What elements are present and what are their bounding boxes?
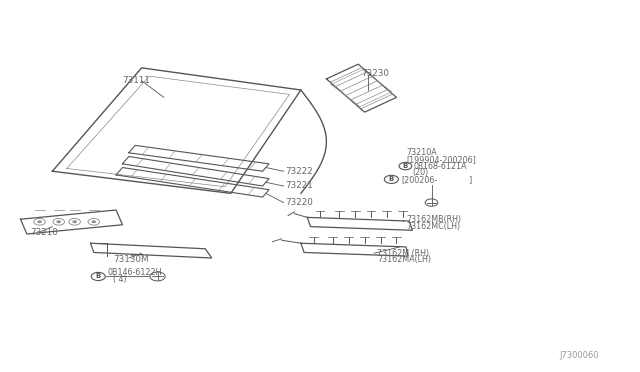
Text: B: B xyxy=(95,273,101,279)
Text: 73222: 73222 xyxy=(285,167,313,176)
Text: [200206-: [200206- xyxy=(401,175,438,184)
Text: B: B xyxy=(388,176,394,182)
Text: 73220: 73220 xyxy=(285,198,313,207)
Circle shape xyxy=(73,221,77,223)
Text: B: B xyxy=(403,163,408,169)
Circle shape xyxy=(92,221,96,223)
Text: J7300060: J7300060 xyxy=(559,351,598,360)
Text: 73210A: 73210A xyxy=(406,148,436,157)
Text: 73230: 73230 xyxy=(362,69,389,78)
Text: ]: ] xyxy=(468,175,472,184)
Text: 73221: 73221 xyxy=(285,182,313,190)
Text: 73162MB(RH): 73162MB(RH) xyxy=(406,215,461,224)
Text: 73162MC(LH): 73162MC(LH) xyxy=(406,222,460,231)
Text: [199904-200206]: [199904-200206] xyxy=(406,155,476,164)
Text: 73111: 73111 xyxy=(122,76,150,85)
Circle shape xyxy=(57,221,61,223)
Text: 08168-6121A: 08168-6121A xyxy=(413,161,467,170)
Text: 73210: 73210 xyxy=(30,228,58,237)
Text: ( 4): ( 4) xyxy=(113,275,127,284)
Text: 0B146-6122H: 0B146-6122H xyxy=(107,268,162,277)
Text: (20): (20) xyxy=(412,168,429,177)
Text: 73162MA(LH): 73162MA(LH) xyxy=(378,255,431,264)
Text: 73162M (RH): 73162M (RH) xyxy=(378,249,429,258)
Text: 73130M: 73130M xyxy=(113,254,148,264)
Circle shape xyxy=(38,221,42,223)
